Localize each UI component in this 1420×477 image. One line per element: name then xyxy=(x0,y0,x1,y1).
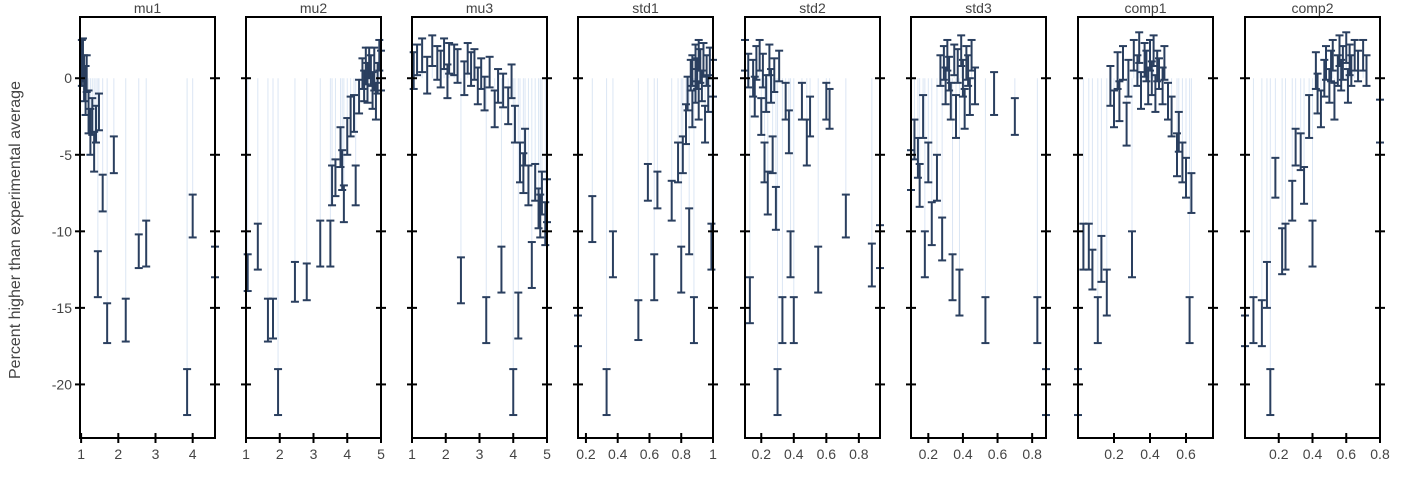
panel-frame xyxy=(1077,16,1214,439)
panel-title: std1 xyxy=(632,0,659,16)
panel-title: mu1 xyxy=(134,0,161,16)
panel-frame xyxy=(411,16,548,439)
x-tick-label: 3 xyxy=(476,446,484,462)
x-tick-label: 0.4 xyxy=(1303,446,1323,462)
panel-title: std2 xyxy=(799,0,826,16)
x-tick-label: 0.8 xyxy=(672,446,692,462)
x-tick-label: 2 xyxy=(276,446,284,462)
panel-title: comp2 xyxy=(1291,0,1333,16)
x-tick-label: 1 xyxy=(408,446,416,462)
panel-frame xyxy=(744,16,881,439)
x-tick-label: 1 xyxy=(77,446,85,462)
x-tick-label: 0.2 xyxy=(1269,446,1289,462)
x-tick-label: 2 xyxy=(442,446,450,462)
x-tick-label: 3 xyxy=(152,446,160,462)
panel-std2: 0.2 0.4 0.6 0.8 std2 xyxy=(740,0,885,462)
x-tick-label: 0.2 xyxy=(576,446,596,462)
panel-frame xyxy=(79,16,216,439)
x-tick-label: 0.2 xyxy=(919,446,939,462)
y-tick-label: -20 xyxy=(52,376,72,392)
x-tick-label: 0.6 xyxy=(1337,446,1357,462)
x-tick-label: 0.8 xyxy=(1370,446,1390,462)
x-tick-label: 4 xyxy=(343,446,351,462)
y-tick-label: 0 xyxy=(64,70,72,86)
panel-comp2: 0.2 0.4 0.6 0.8 comp2 xyxy=(1240,0,1390,462)
panel-std3: 0.2 0.4 0.6 0.8 std3 xyxy=(906,0,1051,462)
panel-title: mu2 xyxy=(300,0,327,16)
x-tick-label: 0.8 xyxy=(1022,446,1042,462)
panel-std1: 0.2 0.4 0.6 0.8 1 std1 xyxy=(573,0,718,462)
x-tick-label: 0.2 xyxy=(1104,446,1124,462)
panel-comp1: 0.2 0.4 0.6 comp1 xyxy=(1073,0,1218,462)
panel-mu2: 1 2 3 4 5 mu2 xyxy=(241,0,386,462)
x-tick-label: 4 xyxy=(509,446,517,462)
panel-title: comp1 xyxy=(1124,0,1166,16)
x-tick-label: 0.6 xyxy=(640,446,660,462)
x-tick-label: 2 xyxy=(114,446,122,462)
y-tick-label: -10 xyxy=(52,223,72,239)
panel-frame xyxy=(910,16,1047,439)
x-tick-label: 0.4 xyxy=(1140,446,1160,462)
x-tick-label: 0.8 xyxy=(849,446,869,462)
y-tick-label: -15 xyxy=(52,300,72,316)
y-axis-label: Percent higher than experimental average xyxy=(7,81,24,379)
x-tick-label: 0.6 xyxy=(1176,446,1196,462)
panel-title: mu3 xyxy=(466,0,493,16)
x-tick-label: 5 xyxy=(543,446,551,462)
x-tick-label: 0.6 xyxy=(988,446,1008,462)
x-tick-label: 0.6 xyxy=(817,446,837,462)
x-tick-label: 0.4 xyxy=(608,446,628,462)
x-tick-label: 4 xyxy=(189,446,197,462)
y-tick-label: -5 xyxy=(60,147,73,163)
panel-mu1: 1 2 3 4 mu1 xyxy=(75,0,220,462)
x-tick-label: 0.4 xyxy=(784,446,804,462)
panel-mu3: 1 2 3 4 5 mu3 xyxy=(407,0,552,462)
x-tick-label: 3 xyxy=(310,446,318,462)
x-tick-label: 1 xyxy=(709,446,717,462)
x-tick-label: 0.2 xyxy=(752,446,772,462)
x-tick-label: 0.4 xyxy=(953,446,973,462)
panel-frame xyxy=(577,16,714,439)
panel-title: std3 xyxy=(965,0,992,16)
x-tick-label: 5 xyxy=(377,446,385,462)
x-tick-label: 1 xyxy=(242,446,250,462)
